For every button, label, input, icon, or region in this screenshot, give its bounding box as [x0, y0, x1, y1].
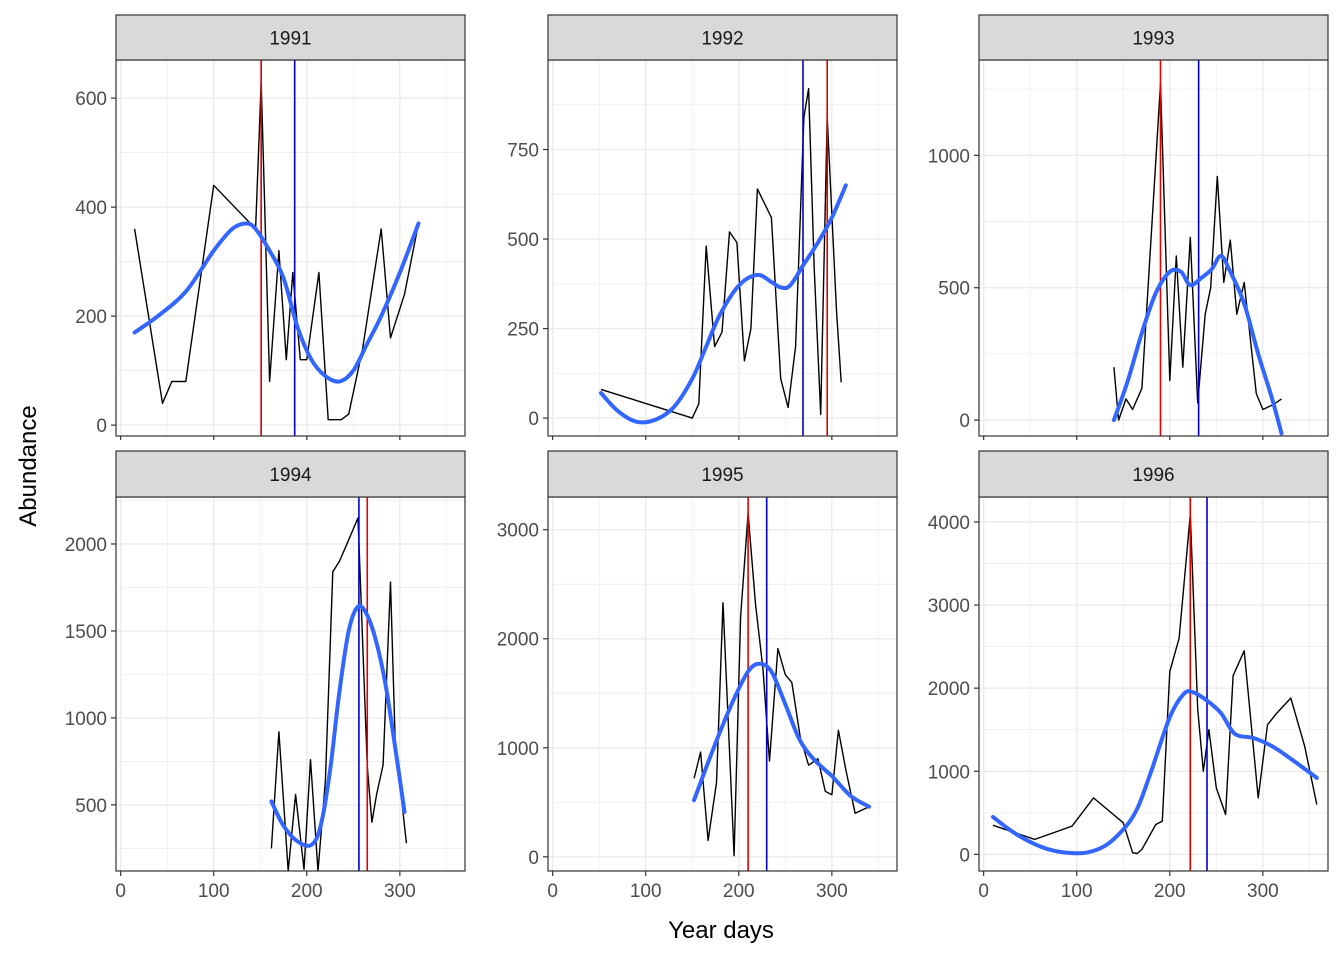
plot-background: [548, 60, 897, 436]
panel-1993: 1993 0 500 1000: [928, 14, 1329, 440]
smooth-curve: [991, 689, 1319, 856]
y-tick-label: 500: [507, 230, 539, 251]
facet-strip: [547, 450, 898, 498]
x-tick-label: 200: [1154, 881, 1186, 902]
y-tick-label: 3000: [497, 521, 539, 542]
facet-strip-label: 1995: [701, 465, 743, 486]
y-tick-label: 500: [938, 279, 970, 300]
observed-line: [693, 512, 870, 857]
y-tick-label: 400: [75, 198, 107, 219]
plot-series: [269, 497, 408, 871]
facet-strip-label: 1993: [1132, 29, 1174, 50]
plot-background: [979, 497, 1328, 871]
x-tick-label: 0: [547, 881, 558, 902]
x-tick-label: 100: [1061, 881, 1093, 902]
y-tick-label: 3000: [928, 596, 970, 617]
facet-strip-label: 1994: [269, 465, 312, 486]
facet-strip-label: 1996: [1132, 465, 1174, 486]
y-tick-label: 2000: [65, 535, 107, 556]
y-tick-label: 0: [528, 409, 539, 430]
plot-background: [116, 497, 465, 871]
x-tick-label: 200: [291, 881, 323, 902]
panel-1995: 1995 0 1000 2000 3000 0 100 200 300: [497, 450, 898, 902]
y-tick-label: 1000: [497, 739, 539, 760]
x-axis-title: Year days: [668, 917, 774, 944]
facet-strip: [115, 450, 466, 498]
y-tick-label: 600: [75, 89, 107, 110]
y-tick-label: 200: [75, 307, 107, 328]
plot-series: [692, 497, 872, 871]
plot-background: [979, 60, 1328, 436]
x-tick-label: 300: [816, 881, 848, 902]
panels: 1991020040060019920250500750199305001000…: [65, 14, 1329, 902]
y-tick-label: 750: [507, 141, 539, 162]
plot-background: [548, 497, 897, 871]
panel-1991: 1991 0 200 400 600: [75, 14, 466, 440]
panel-1992: 1992 0 250 500 750: [507, 14, 898, 440]
facet-strip-label: 1992: [701, 29, 743, 50]
facet-strip: [978, 14, 1329, 61]
y-tick-label: 0: [96, 416, 107, 437]
facet-strip-label: 1991: [269, 29, 311, 50]
y-tick-label: 2000: [928, 679, 970, 700]
x-tick-label: 300: [384, 881, 416, 902]
y-tick-label: 0: [528, 848, 539, 869]
y-tick-label: 0: [959, 411, 970, 432]
observed-line: [600, 87, 842, 419]
smooth-curve: [269, 603, 407, 848]
smooth-curve: [132, 221, 421, 384]
x-tick-label: 100: [630, 881, 662, 902]
observed-line: [133, 81, 420, 421]
panel-1994: 1994 500 1000 1500 2000 0 100 200 300: [65, 450, 466, 902]
facet-strip: [547, 14, 898, 61]
facet-strip: [978, 450, 1329, 498]
y-tick-label: 1000: [65, 709, 107, 730]
y-tick-label: 1000: [928, 762, 970, 783]
plot-background: [116, 60, 465, 436]
x-tick-label: 0: [978, 881, 989, 902]
y-axis-title: Abundance: [15, 405, 42, 526]
y-tick-label: 1500: [65, 622, 107, 643]
plot-series: [1111, 60, 1284, 436]
plot-series: [991, 497, 1319, 871]
facet-strip: [115, 14, 466, 61]
y-tick-label: 2000: [497, 630, 539, 651]
y-tick-label: 500: [75, 796, 107, 817]
plot-series: [132, 60, 421, 436]
x-tick-label: 200: [723, 881, 755, 902]
smooth-curve: [599, 183, 848, 425]
x-tick-label: 100: [198, 881, 230, 902]
smooth-curve: [1111, 253, 1284, 436]
observed-line: [1113, 83, 1282, 421]
y-tick-label: 1000: [928, 146, 970, 167]
panel-1996: 1996 0 1000 2000 3000 4000 0 100 200 300: [928, 450, 1329, 902]
y-tick-label: 4000: [928, 513, 970, 534]
smooth-curve: [692, 661, 872, 809]
y-tick-label: 250: [507, 320, 539, 341]
observed-line: [992, 513, 1318, 855]
plot-series: [599, 60, 848, 436]
y-tick-label: 0: [959, 845, 970, 866]
x-tick-label: 0: [115, 881, 126, 902]
observed-line: [270, 517, 408, 871]
x-tick-label: 300: [1247, 881, 1279, 902]
